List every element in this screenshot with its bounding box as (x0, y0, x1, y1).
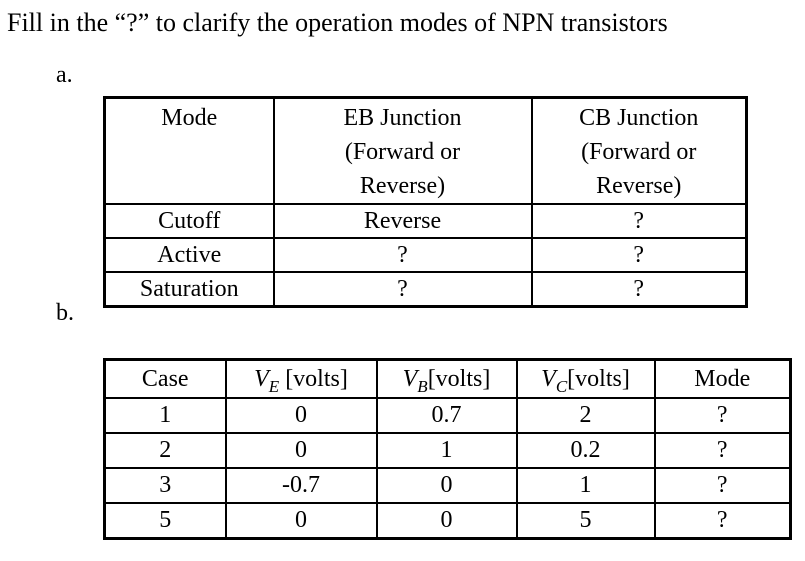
header-line: Mode (161, 105, 218, 131)
voltage-unit: [volts] (279, 365, 348, 392)
table-row-case-3: 3 -0.7 0 1 ? (103, 467, 792, 504)
header-cell-mode: Mode (103, 96, 275, 205)
case-number-cell: 1 (103, 397, 227, 434)
header-cell-ve: VE [volts] (224, 358, 378, 399)
header-line: (Forward or (581, 139, 697, 165)
voltage-unit: [volts] (427, 365, 491, 392)
section-a-label: a. (56, 62, 73, 88)
vc-value-cell: 0.2 (515, 432, 656, 469)
mode-answer-cell: ? (653, 397, 792, 434)
header-text: Case (141, 365, 189, 392)
eb-junction-cell: ? (272, 237, 533, 273)
vb-value-cell: 1 (375, 432, 518, 469)
header-text: Mode (694, 365, 751, 392)
mode-answer-cell: ? (653, 432, 792, 469)
voltage-unit: [volts] (567, 365, 630, 392)
case-number-cell: 3 (103, 467, 227, 504)
case-number-cell: 5 (103, 502, 227, 540)
header-cell-mode: Mode (653, 358, 792, 399)
cb-junction-cell: ? (530, 237, 748, 273)
ve-value-cell: 0 (224, 397, 378, 434)
mode-answer-cell: ? (653, 467, 792, 504)
table-row-saturation: Saturation ? ? (103, 271, 748, 308)
bias-cases-table: Case VE [volts] VB[volts] VC[volts] Mode… (103, 358, 792, 540)
header-cell-cb-junction: CB Junction (Forward or Reverse) (530, 96, 748, 205)
voltage-symbol: V (541, 365, 556, 392)
vb-value-cell: 0 (375, 502, 518, 540)
mode-name-cell: Cutoff (103, 203, 275, 239)
page-title: Fill in the “?” to clarify the operation… (7, 8, 668, 37)
header-cell-case: Case (103, 358, 227, 399)
mode-name-cell: Active (103, 237, 275, 273)
section-b-label: b. (56, 300, 74, 326)
vc-value-cell: 5 (515, 502, 656, 540)
cases-table-header-row: Case VE [volts] VB[volts] VC[volts] Mode (103, 358, 792, 399)
table-row-cutoff: Cutoff Reverse ? (103, 203, 748, 239)
table-row-case-5: 5 0 0 5 ? (103, 502, 792, 540)
voltage-symbol: V (254, 365, 269, 392)
header-line: CB Junction (579, 105, 699, 131)
header-line: (Forward or (344, 139, 461, 165)
table-row-active: Active ? ? (103, 237, 748, 273)
table-row-case-1: 1 0 0.7 2 ? (103, 397, 792, 434)
vb-value-cell: 0 (375, 467, 518, 504)
cb-junction-cell: ? (530, 271, 748, 308)
vc-value-cell: 1 (515, 467, 656, 504)
header-line: Reverse) (359, 173, 446, 199)
header-cell-vc: VC[volts] (515, 358, 656, 399)
junction-modes-table: Mode EB Junction (Forward or Reverse) CB… (103, 96, 748, 308)
header-cell-vb: VB[volts] (375, 358, 518, 399)
vb-value-cell: 0.7 (375, 397, 518, 434)
header-cell-eb-junction: EB Junction (Forward or Reverse) (272, 96, 533, 205)
vc-value-cell: 2 (515, 397, 656, 434)
ve-value-cell: -0.7 (224, 467, 378, 504)
header-line: Reverse) (596, 173, 682, 199)
eb-junction-cell: Reverse (272, 203, 533, 239)
header-line: EB Junction (343, 105, 462, 131)
ve-value-cell: 0 (224, 432, 378, 469)
cb-junction-cell: ? (530, 203, 748, 239)
ve-value-cell: 0 (224, 502, 378, 540)
voltage-symbol: V (402, 365, 418, 392)
voltage-subscript: C (555, 376, 568, 396)
voltage-subscript: E (268, 376, 280, 396)
table-row-case-2: 2 0 1 0.2 ? (103, 432, 792, 469)
eb-junction-cell: ? (272, 271, 533, 308)
voltage-subscript: B (417, 376, 428, 396)
mode-name-cell: Saturation (103, 271, 275, 308)
mode-answer-cell: ? (653, 502, 792, 540)
case-number-cell: 2 (103, 432, 227, 469)
junction-table-header-row: Mode EB Junction (Forward or Reverse) CB… (103, 96, 748, 205)
